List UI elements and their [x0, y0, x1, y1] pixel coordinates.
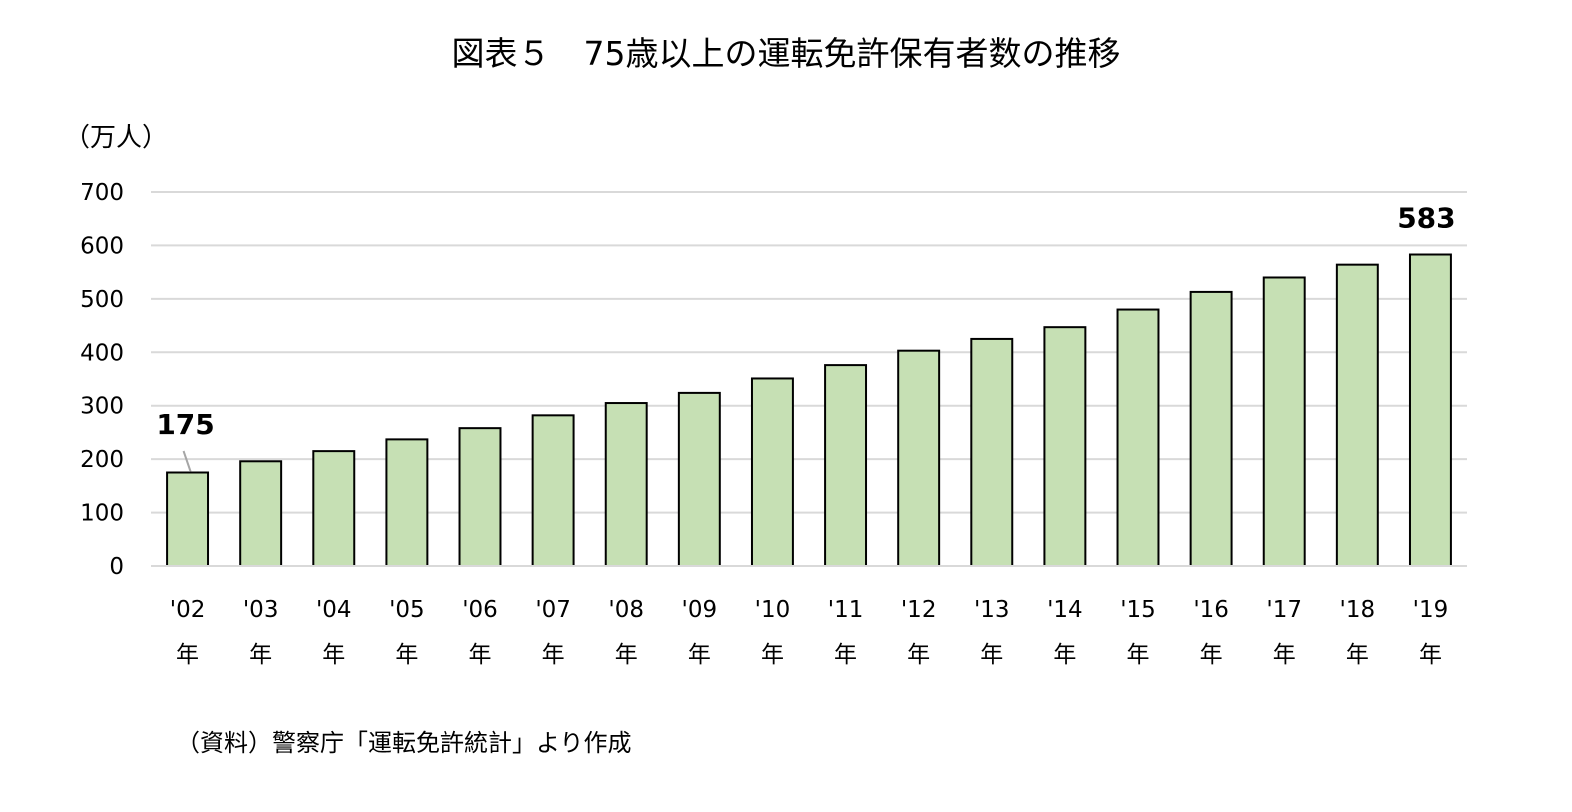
bars — [166, 253, 1452, 568]
data-label: 175 — [156, 408, 214, 441]
y-tick-label: 700 — [80, 180, 124, 206]
x-tick-label: '16 — [1193, 597, 1229, 623]
bar — [677, 391, 721, 567]
x-tick-label: '14 — [1047, 597, 1083, 623]
x-tick-label-suffix: 年 — [1346, 642, 1369, 668]
x-tick-label: '11 — [828, 597, 864, 623]
bar — [1408, 253, 1452, 568]
x-tick-label-suffix: 年 — [907, 642, 930, 668]
x-tick-label-suffix: 年 — [615, 642, 638, 668]
x-tick-label: '18 — [1340, 597, 1376, 623]
y-tick-label: 200 — [80, 447, 124, 473]
x-tick-label: '19 — [1413, 597, 1449, 623]
x-tick-label: '15 — [1120, 597, 1156, 623]
bar — [1043, 326, 1087, 567]
bar — [1189, 290, 1233, 567]
x-tick-label-suffix: 年 — [322, 642, 345, 668]
x-tick-label: '03 — [243, 597, 279, 623]
bar — [897, 349, 941, 567]
x-tick-label-suffix: 年 — [761, 642, 784, 668]
data-labels: 175 583 — [156, 202, 1456, 472]
data-label-leader — [182, 450, 192, 472]
data-label: 583 — [1397, 202, 1455, 235]
bar — [385, 438, 429, 568]
y-tick-label: 100 — [80, 501, 124, 527]
bar — [970, 337, 1014, 567]
x-tick-label-suffix: 年 — [980, 642, 1003, 668]
axes: 0 100 200 300 400 500 600 700 '02 年 '03 年 '04 年 '05 年 '0… — [80, 180, 1467, 668]
x-tick-label: '13 — [974, 597, 1010, 623]
x-tick-label-suffix: 年 — [834, 642, 857, 668]
x-tick-label-suffix: 年 — [395, 642, 418, 668]
bar — [750, 377, 794, 568]
bar — [239, 460, 283, 567]
bar — [166, 471, 210, 567]
y-tick-label: 400 — [80, 340, 124, 366]
x-tick-label: '02 — [170, 597, 206, 623]
bar — [604, 402, 648, 567]
chart-title: 図表５ 75歳以上の運転免許保有者数の推移 — [451, 34, 1121, 73]
x-tick-label-suffix: 年 — [1053, 642, 1076, 668]
x-tick-label-suffix: 年 — [1200, 642, 1223, 668]
x-tick-label-suffix: 年 — [1127, 642, 1150, 668]
x-tick-label: '05 — [389, 597, 425, 623]
x-tick-label-suffix: 年 — [469, 642, 492, 668]
y-axis-unit-label: （万人） — [64, 123, 169, 153]
bar — [312, 450, 356, 567]
x-tick-label: '17 — [1266, 597, 1302, 623]
x-tick-label-suffix: 年 — [542, 642, 565, 668]
x-tick-label: '08 — [608, 597, 644, 623]
x-tick-label: '04 — [316, 597, 352, 623]
y-tick-label: 0 — [109, 554, 124, 580]
bar — [458, 427, 502, 568]
x-tick-label: '12 — [901, 597, 937, 623]
y-tick-label: 600 — [80, 233, 124, 259]
x-tick-label-suffix: 年 — [176, 642, 199, 668]
gridlines — [151, 191, 1467, 514]
bar — [531, 414, 575, 567]
x-tick-label-suffix: 年 — [249, 642, 272, 668]
bar — [824, 364, 868, 568]
y-tick-label: 500 — [80, 287, 124, 313]
x-tick-label-suffix: 年 — [1419, 642, 1442, 668]
bar — [1335, 263, 1379, 567]
x-tick-label: '06 — [462, 597, 498, 623]
source-note: （資料）警察庁「運転免許統計」より作成 — [176, 729, 632, 757]
x-tick-label-suffix: 年 — [688, 642, 711, 668]
x-tick-label: '10 — [755, 597, 791, 623]
bar — [1262, 276, 1306, 567]
x-tick-label: '07 — [535, 597, 571, 623]
x-tick-label: '09 — [682, 597, 718, 623]
y-tick-label: 300 — [80, 394, 124, 420]
x-tick-label-suffix: 年 — [1273, 642, 1296, 668]
bar — [1116, 308, 1160, 567]
